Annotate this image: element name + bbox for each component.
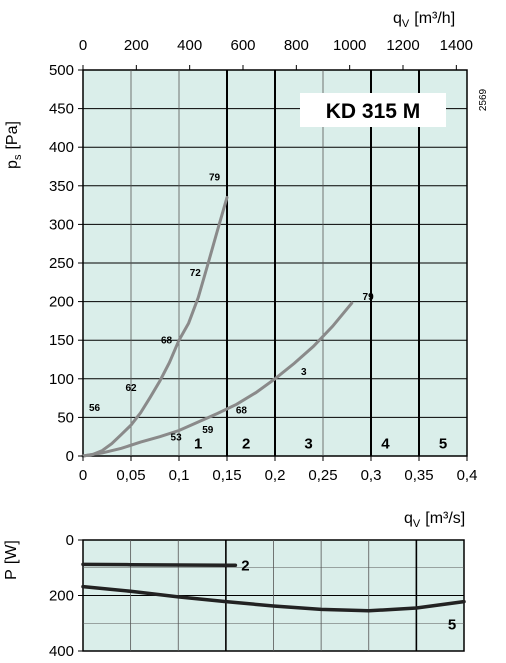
flow-x-ticks-m3h: 0 200 400 600 800 1000 1200 1400: [79, 37, 473, 70]
curve-annotation: 56: [89, 403, 101, 414]
power-curve-2: [81, 562, 238, 568]
pressure-curves: [81, 195, 354, 458]
power-curve-5: [81, 584, 466, 613]
pressure-axis-title: ps [Pa]: [4, 121, 24, 169]
pressure-chart: 56 62 68 72 79 53 59 68 3 79 1 2 3 4 5 0 50 100 150 200 25…: [4, 10, 489, 484]
pressure-title-sub: s: [12, 154, 24, 160]
curve-annotation: 79: [209, 172, 221, 183]
x-tick-label: 0,25: [308, 467, 337, 484]
y-tick-label: 350: [49, 178, 74, 195]
power-title-unit: [W]: [3, 540, 20, 564]
curve-annotation: 53: [171, 433, 183, 444]
svg-text:ps[Pa]: ps [Pa]: [4, 121, 24, 169]
model-label-box: [300, 93, 446, 127]
zone-boundaries: [226, 70, 420, 456]
power-curve-label: 2: [241, 557, 249, 574]
power-y-ticks: 0 200 400: [49, 532, 83, 660]
power-y-tick-label: 0: [66, 532, 74, 549]
bottom-x-title-main: q: [404, 510, 413, 527]
zone-label-1: 1: [194, 435, 202, 452]
bottom-x-axis-title: qV [m³/s]: [404, 510, 465, 530]
zone-labels: 1 2 3 4 5: [194, 435, 447, 452]
power-title-main: P: [3, 569, 20, 580]
y-tick-label: 50: [57, 409, 74, 426]
y-tick-label: 0: [66, 448, 74, 465]
bottom-x-title-sub: V: [413, 518, 421, 530]
y-tick-label: 450: [49, 101, 74, 118]
y-tick-label: 300: [49, 216, 74, 233]
top-x-title-sub: V: [402, 18, 410, 30]
x2-tick-label: 200: [124, 37, 149, 54]
zone-label-5: 5: [439, 435, 447, 452]
x2-tick-label: 800: [284, 37, 309, 54]
svg-text:P[W]: P [W]: [3, 540, 20, 580]
x-tick-label: 0,15: [212, 467, 241, 484]
y-tick-label: 500: [49, 62, 74, 79]
y-tick-label: 100: [49, 371, 74, 388]
power-y-tick-label: 400: [49, 643, 74, 660]
x-tick-label: 0,1: [169, 467, 190, 484]
curve-annotation: 72: [190, 268, 202, 279]
pressure-y-ticks: 0 50 100 150 200 250 300 350 400 450 500: [49, 62, 83, 465]
x-tick-label: 0,2: [265, 467, 286, 484]
figure-code: 2569: [478, 88, 489, 111]
pressure-curve-1: [81, 195, 229, 458]
x-tick-label: 0,3: [361, 467, 382, 484]
x2-tick-label: 600: [230, 37, 255, 54]
power-y-tick-label: 200: [49, 588, 74, 605]
power-axis-title: P [W]: [3, 540, 20, 580]
svg-text:qV[m³/s]: qV [m³/s]: [404, 510, 465, 530]
curve-annotation: 59: [202, 425, 214, 436]
power-curve-label: 5: [448, 617, 456, 634]
y-tick-label: 150: [49, 332, 74, 349]
top-x-axis-title: qV [m³/h]: [393, 10, 455, 30]
zone-label-3: 3: [304, 435, 312, 452]
curve-annotation: 79: [363, 292, 375, 303]
svg-text:qV[m³/h]: qV [m³/h]: [393, 10, 455, 30]
power-curves: 25: [81, 557, 466, 634]
x2-tick-label: 0: [79, 37, 87, 54]
pressure-curve-2: [81, 301, 354, 458]
top-x-title-main: q: [393, 10, 402, 27]
flow-x-ticks-m3s: 0 0,05 0,1 0,15 0,2 0,25 0,3 0,35 0,4: [79, 456, 478, 484]
curve-annotation: 3: [301, 367, 307, 378]
x2-tick-label: 400: [177, 37, 202, 54]
pressure-title-main: p: [4, 160, 21, 169]
zone-label-2: 2: [242, 435, 250, 452]
x-tick-label: 0,05: [116, 467, 145, 484]
x-tick-label: 0: [79, 467, 87, 484]
x-tick-label: 0,4: [457, 467, 478, 484]
zone-label-4: 4: [381, 435, 390, 452]
top-x-title-unit: [m³/h]: [414, 10, 455, 27]
curve-annotation: 68: [236, 406, 248, 417]
bottom-x-title-unit: [m³/s]: [425, 510, 465, 527]
pressure-title-unit: [Pa]: [4, 121, 21, 149]
x-tick-label: 0,35: [404, 467, 433, 484]
y-tick-label: 400: [49, 139, 74, 156]
x2-tick-label: 1000: [333, 37, 366, 54]
curve-annotation: 62: [125, 383, 137, 394]
curve-annotation: 68: [161, 335, 173, 346]
y-tick-label: 200: [49, 294, 74, 311]
x2-tick-label: 1400: [440, 37, 473, 54]
model-label: KD 315 M: [326, 100, 421, 123]
x2-tick-label: 1200: [386, 37, 419, 54]
y-tick-label: 250: [49, 255, 74, 272]
curve-annotations: 56 62 68 72 79 53 59 68 3 79: [89, 172, 374, 443]
